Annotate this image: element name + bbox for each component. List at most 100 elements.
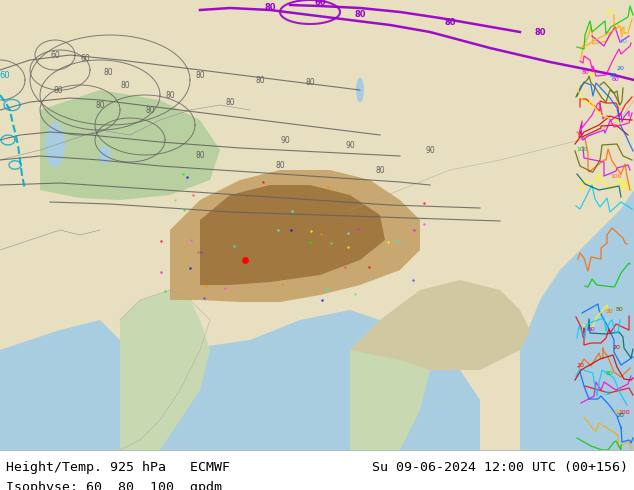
Ellipse shape	[356, 77, 364, 102]
Text: 80: 80	[582, 70, 590, 74]
Text: 80: 80	[616, 307, 624, 312]
Polygon shape	[520, 190, 634, 450]
Text: 80: 80	[605, 370, 613, 375]
Text: 90: 90	[345, 141, 355, 149]
Point	[179, 206, 189, 214]
Text: 80: 80	[275, 161, 285, 170]
Text: 100: 100	[610, 173, 622, 178]
Point	[305, 238, 315, 246]
Text: 20: 20	[612, 344, 620, 349]
Point	[160, 287, 170, 295]
Polygon shape	[0, 0, 634, 225]
Polygon shape	[350, 320, 430, 450]
Text: 80: 80	[256, 75, 265, 84]
Point	[321, 285, 331, 293]
Point	[199, 294, 209, 302]
Polygon shape	[0, 320, 140, 450]
Point	[323, 183, 333, 191]
Point	[170, 196, 180, 204]
Point	[326, 239, 336, 247]
Polygon shape	[350, 280, 530, 370]
Point	[383, 238, 393, 246]
Text: 80: 80	[225, 98, 235, 106]
Text: 90: 90	[425, 146, 435, 154]
Point	[188, 191, 198, 199]
Point	[156, 268, 166, 276]
Text: Height/Temp. 925 hPa   ECMWF: Height/Temp. 925 hPa ECMWF	[6, 461, 230, 474]
Polygon shape	[120, 290, 210, 450]
Point	[196, 248, 206, 256]
Text: 80: 80	[610, 73, 618, 77]
Point	[229, 242, 239, 250]
Point	[419, 220, 429, 228]
Text: 60: 60	[80, 53, 90, 63]
Point	[419, 199, 429, 207]
Text: 40: 40	[588, 72, 596, 76]
Text: 100: 100	[618, 410, 630, 415]
Text: 80: 80	[103, 68, 113, 76]
Point	[185, 264, 195, 272]
Ellipse shape	[45, 122, 65, 168]
Ellipse shape	[99, 146, 111, 164]
Polygon shape	[170, 170, 420, 302]
Text: 80: 80	[375, 166, 385, 174]
Text: 40: 40	[612, 24, 620, 28]
Point	[317, 296, 327, 304]
Text: Su 09-06-2024 12:00 UTC (00+156): Su 09-06-2024 12:00 UTC (00+156)	[372, 461, 628, 474]
Point	[178, 170, 188, 178]
Text: 80: 80	[534, 27, 546, 36]
Text: 60: 60	[0, 71, 10, 79]
Text: Isophyse: 60  80  100  gpdm: Isophyse: 60 80 100 gpdm	[6, 481, 223, 490]
Point	[343, 243, 353, 251]
Point	[306, 227, 316, 235]
Point	[353, 225, 363, 233]
Polygon shape	[40, 90, 220, 200]
Point	[258, 178, 268, 186]
Text: 20: 20	[605, 8, 613, 14]
Point	[287, 207, 297, 215]
Point	[350, 290, 360, 298]
Polygon shape	[120, 310, 380, 450]
Point	[343, 229, 353, 237]
Polygon shape	[200, 185, 385, 285]
Point	[277, 280, 287, 288]
Point	[182, 173, 192, 181]
Text: 90: 90	[280, 136, 290, 145]
Text: 80: 80	[444, 18, 456, 26]
Text: 80: 80	[120, 80, 130, 90]
Point	[240, 256, 250, 264]
Text: 80: 80	[264, 2, 276, 11]
Text: 60: 60	[50, 50, 60, 59]
Text: 80: 80	[165, 91, 175, 99]
Point	[201, 282, 211, 290]
Point	[220, 284, 230, 292]
Polygon shape	[280, 370, 350, 450]
Polygon shape	[0, 0, 420, 290]
Point	[409, 226, 419, 234]
Polygon shape	[0, 0, 634, 450]
Point	[316, 230, 326, 238]
Point	[186, 236, 196, 244]
Text: 80: 80	[145, 105, 155, 115]
Point	[408, 276, 418, 284]
Text: 20: 20	[576, 363, 584, 368]
Point	[193, 248, 203, 256]
Point	[286, 226, 296, 234]
Text: 80: 80	[354, 9, 366, 19]
Text: 80: 80	[305, 77, 315, 87]
Text: 80: 80	[606, 309, 614, 314]
Text: 20: 20	[616, 413, 624, 417]
Text: 100: 100	[576, 147, 588, 151]
Text: 80: 80	[53, 85, 63, 95]
Point	[273, 226, 283, 234]
Text: 60: 60	[314, 0, 326, 6]
Point	[156, 237, 166, 245]
Text: 80: 80	[604, 391, 612, 395]
Text: 80: 80	[195, 150, 205, 160]
Text: 60: 60	[612, 76, 620, 81]
Polygon shape	[400, 350, 480, 450]
Text: 80: 80	[95, 100, 105, 109]
Text: 60: 60	[587, 326, 595, 332]
Text: 80: 80	[195, 71, 205, 79]
Point	[340, 263, 350, 271]
